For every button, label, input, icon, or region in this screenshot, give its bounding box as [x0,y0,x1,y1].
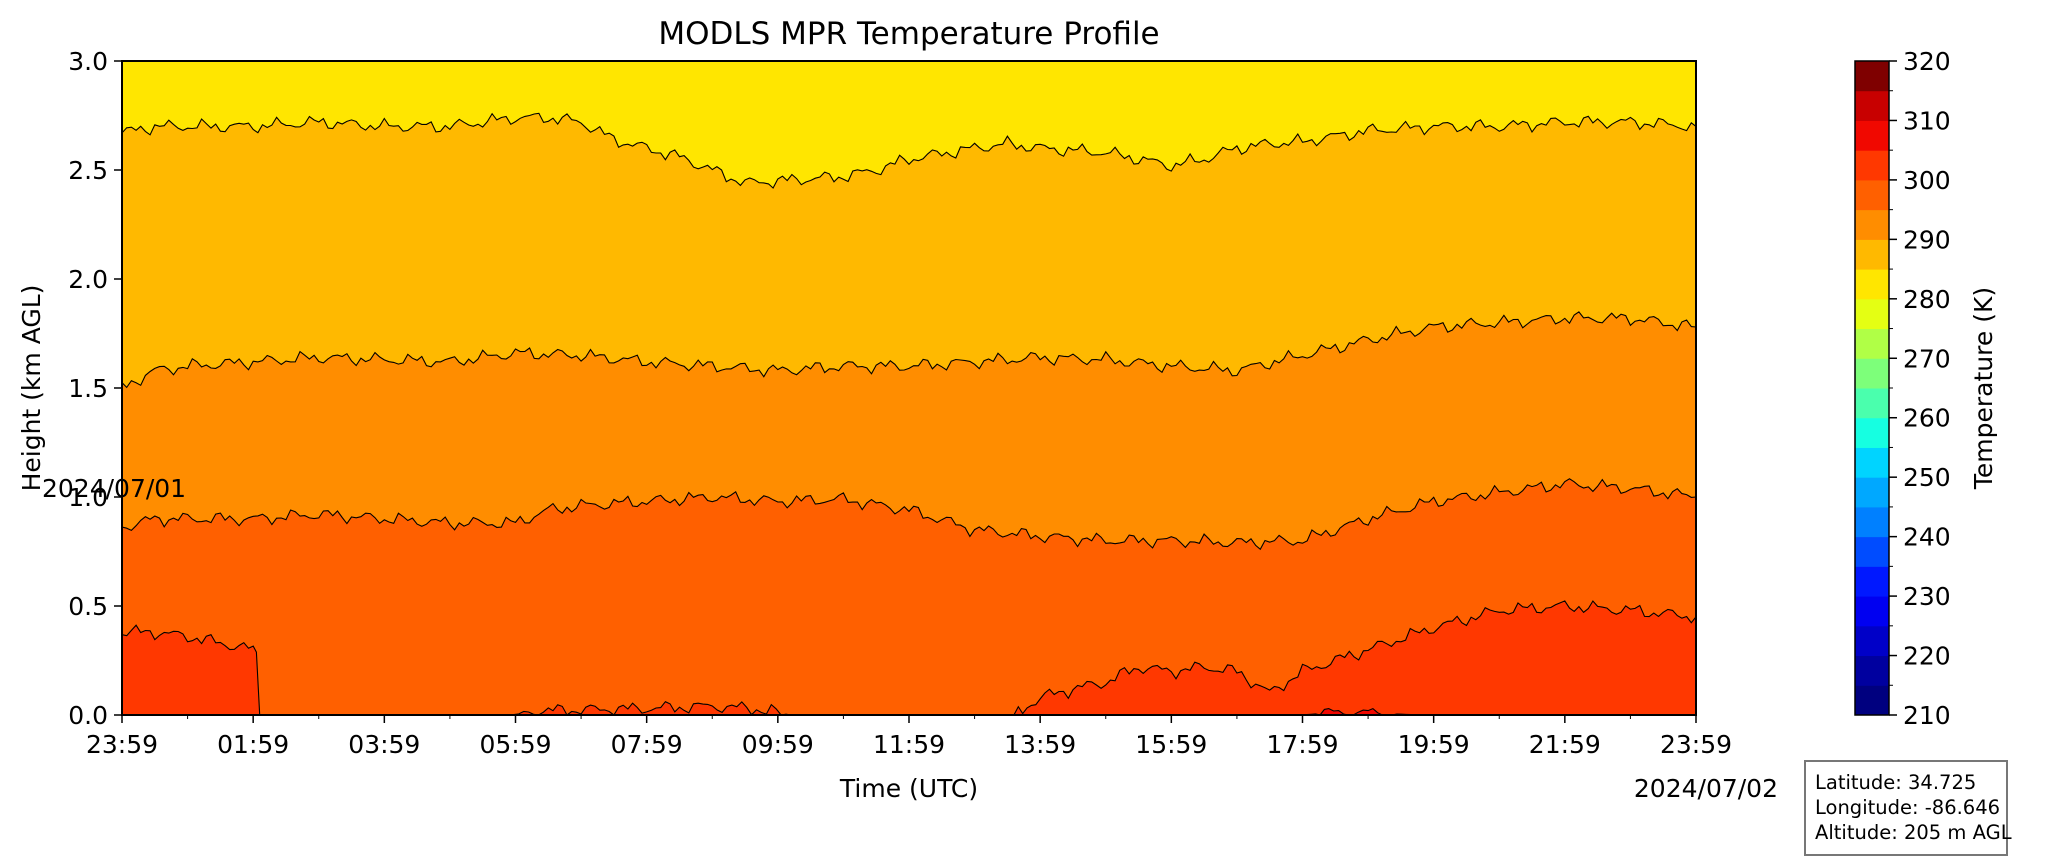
colorbar-tick-label: 250 [1903,463,1951,492]
colorbar-segment [1855,269,1889,300]
colorbar-tick-label: 260 [1903,404,1951,433]
x-tick-label: 05:59 [479,730,551,759]
start-date-label: 2024/07/01 [42,474,186,503]
x-tick-label: 03:59 [348,730,420,759]
end-date-label: 2024/07/02 [1634,774,1778,803]
colorbar-segment [1855,536,1889,567]
contour-line-3 [122,478,1696,551]
y-axis: 0.0 0.5 1.0 1.5 2.0 2.5 3.0 [68,47,122,730]
y-tick-label: 0.5 [68,592,108,621]
colorbar-tick-label: 320 [1903,47,1951,76]
colorbar-segment [1855,358,1889,389]
colorbar-tick-label: 280 [1903,285,1951,314]
colorbar-tick-label: 310 [1903,106,1951,135]
x-tick-label: 01:59 [217,730,289,759]
latitude-text: Latitude: 34.725 [1815,771,1977,794]
longitude-text: Longitude: -86.646 [1815,796,2001,819]
colorbar-segment [1855,150,1889,181]
x-tick-label: 11:59 [873,730,945,759]
colorbar-tick-label: 290 [1903,225,1951,254]
x-tick-label: 13:59 [1004,730,1076,759]
colorbar-tick-label: 240 [1903,523,1951,552]
colorbar-segment [1855,61,1889,92]
colorbar-segment [1855,596,1889,627]
colorbar-segment [1855,179,1889,211]
contour-lines [122,112,1696,715]
colorbar-segment [1855,328,1889,359]
x-tick-label: 15:59 [1135,730,1207,759]
colorbar-tick-label: 230 [1903,582,1951,611]
contour-line-1 [122,112,1696,189]
colorbar-tick-label: 220 [1903,642,1951,671]
colorbar-segment [1855,506,1889,538]
altitude-text: Altitude: 205 m AGL [1815,821,2012,844]
colorbar-segment [1855,447,1889,478]
contour-fills [122,61,1696,715]
y-tick-label: 1.0 [68,483,108,512]
colorbar-segment [1855,90,1889,121]
colorbar-segment [1855,298,1889,330]
contour-plot [121,60,1697,716]
colorbar: 210 220 230 240 250 260 270 280 290 300 310 320 [1854,47,1951,730]
y-tick-label: 1.5 [68,374,108,403]
x-tick-label: 23:59 [86,730,158,759]
colorbar-segment [1855,566,1889,597]
colorbar-segment [1855,388,1889,419]
contour-line-2 [122,311,1696,389]
colorbar-tick-label: 270 [1903,344,1951,373]
station-info-box: Latitude: 34.725 Longitude: -86.646 Alti… [1804,760,2012,856]
x-tick-label: 21:59 [1529,730,1601,759]
colorbar-segment [1855,477,1889,508]
x-tick-label: 09:59 [742,730,814,759]
contour-fill-3 [122,478,1696,715]
chart-title: MODLS MPR Temperature Profile [658,16,1159,52]
x-tick-label: 23:59 [1660,730,1732,759]
contour-fill-4 [122,600,1696,715]
y-tick-label: 2.5 [68,156,108,185]
x-tick-label: 17:59 [1266,730,1338,759]
x-axis: 23:59 01:59 03:59 05:59 07:59 09:59 11:59 13:59… [86,715,1732,759]
colorbar-tick-label: 300 [1903,166,1951,195]
y-tick-label: 3.0 [68,47,108,76]
colorbar-label: Temperature (K) [1969,287,1998,490]
colorbar-segment [1855,209,1889,240]
x-axis-label: Time (UTC) [839,774,978,803]
y-axis-label: Height (km AGL) [17,285,46,492]
y-tick-label: 2.0 [68,265,108,294]
colorbar-segment [1855,120,1889,151]
contour-line-4 [122,600,1696,715]
colorbar-segment [1855,685,1889,716]
colorbar-segment [1855,625,1889,657]
x-tick-label: 19:59 [1398,730,1470,759]
colorbar-segment [1855,417,1889,448]
x-tick-label: 07:59 [611,730,683,759]
contour-line-6 [508,701,791,715]
y-tick-label: 0.0 [68,701,108,730]
colorbar-segment [1855,239,1889,270]
colorbar-segment [1855,655,1889,686]
colorbar-tick-label: 210 [1903,701,1951,730]
